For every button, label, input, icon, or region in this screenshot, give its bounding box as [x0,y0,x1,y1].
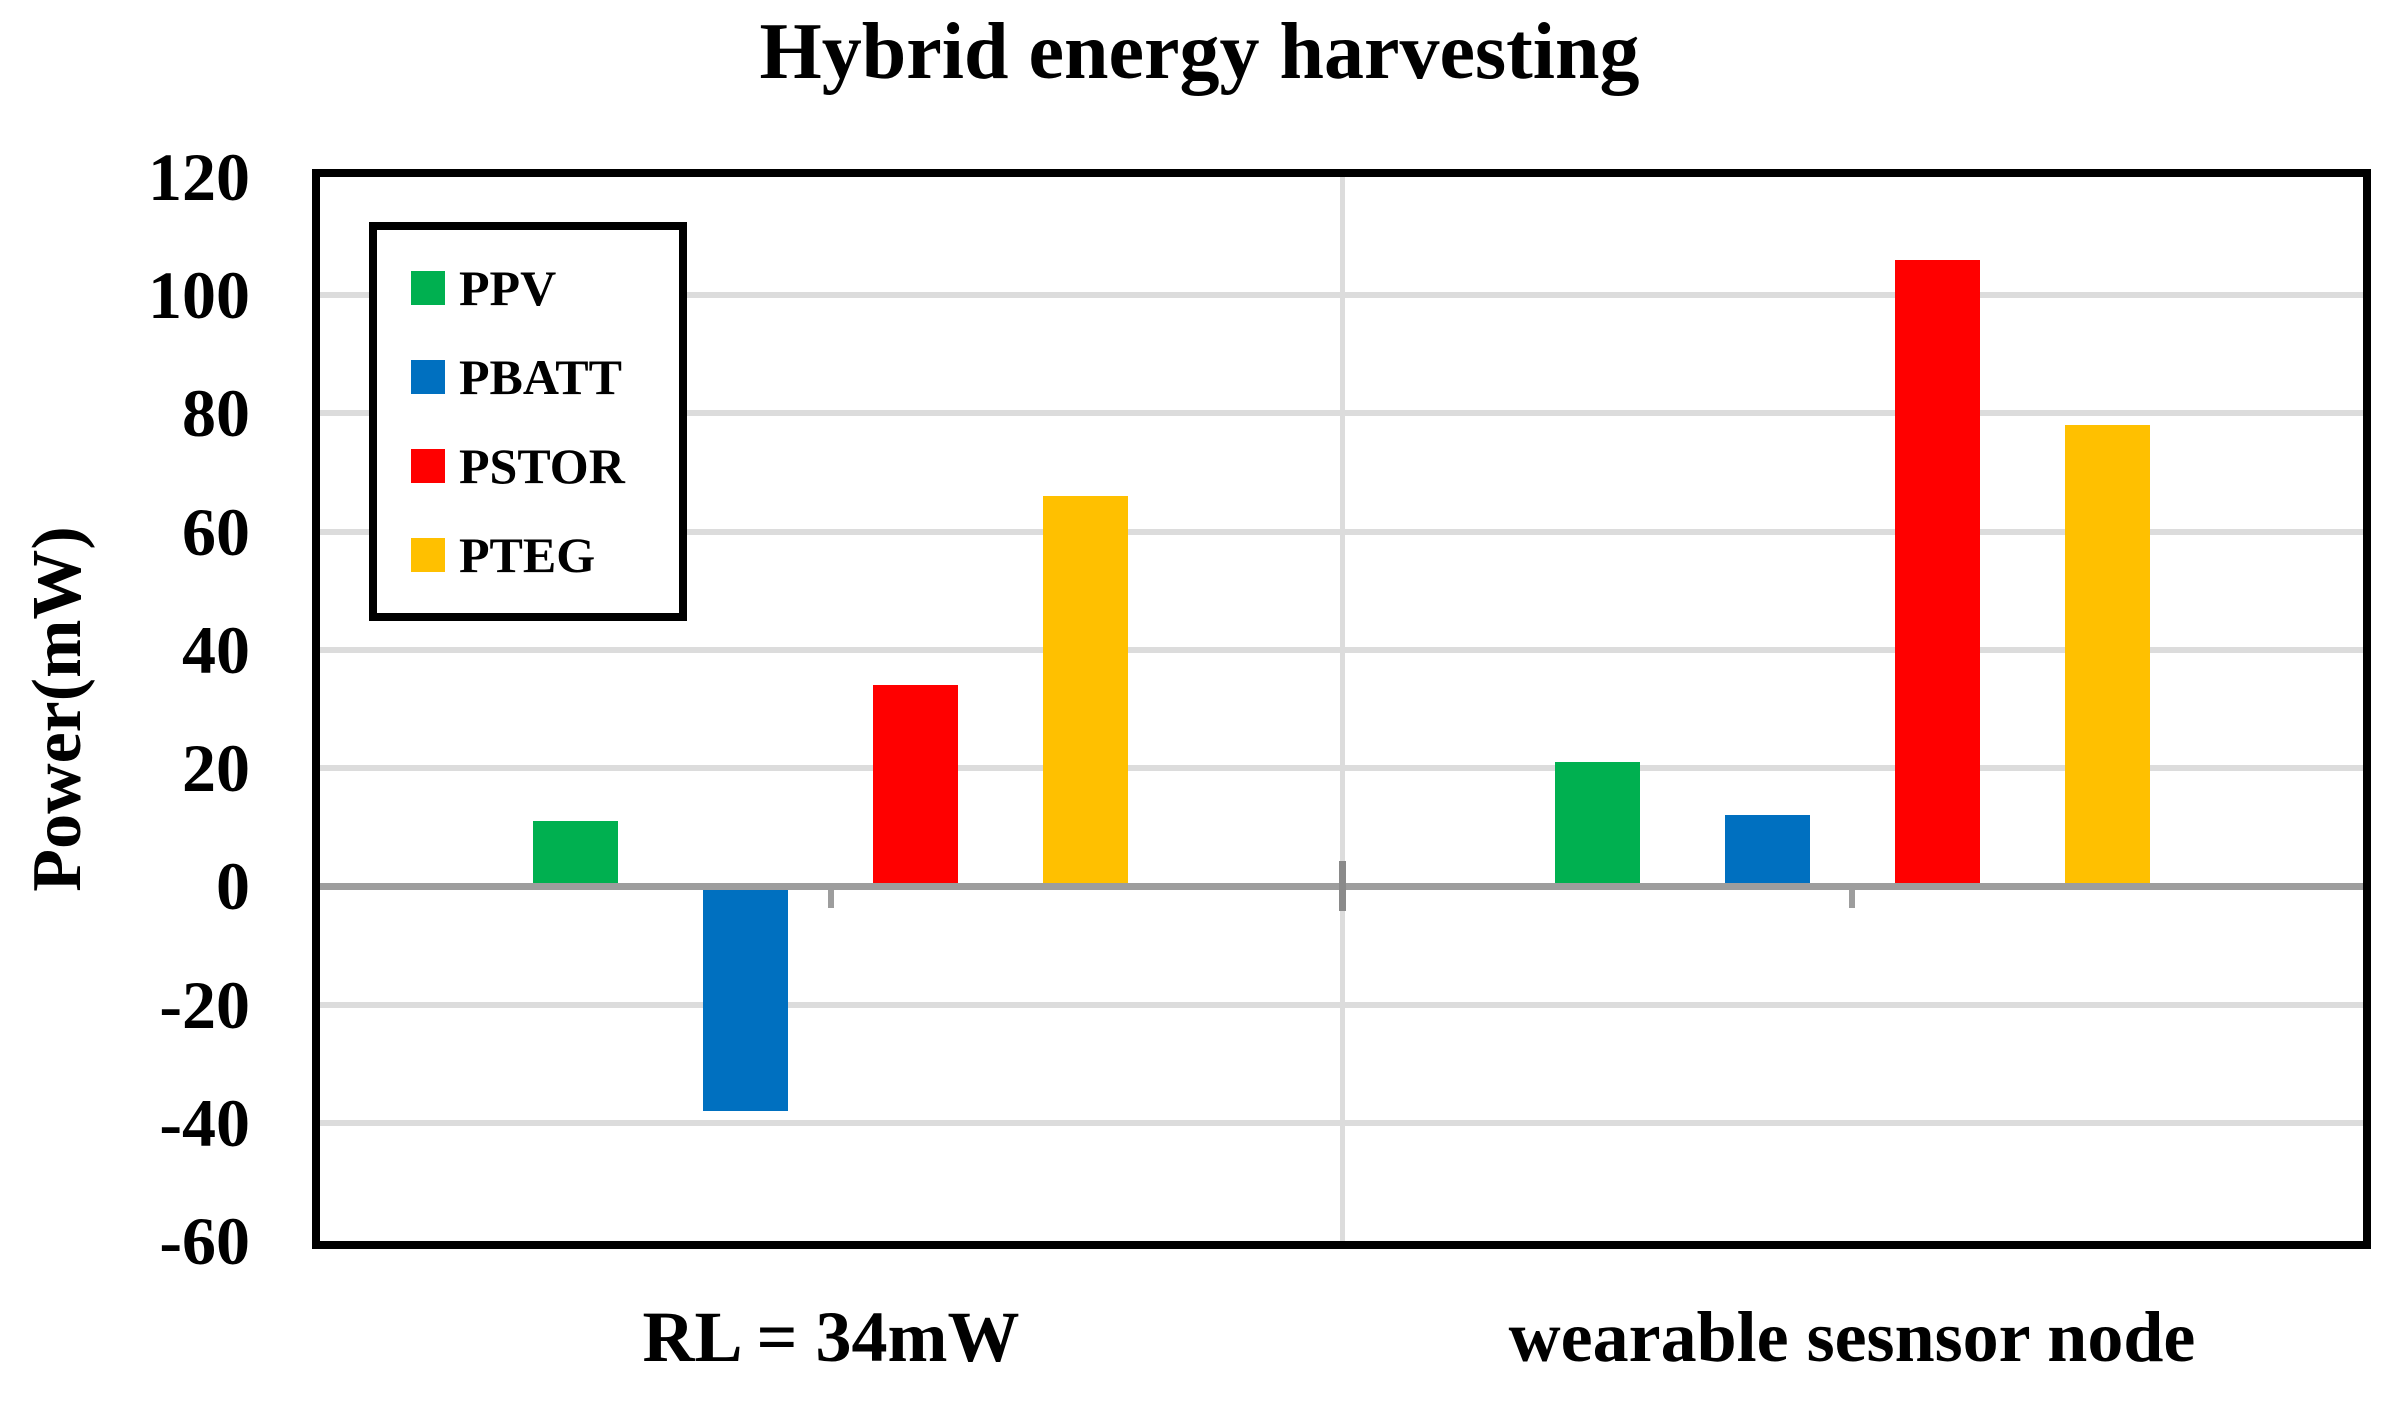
bar-pbatt-category-2 [1724,815,1810,887]
chart-title: Hybrid energy harvesting [759,8,1640,96]
y-tick-label: -60 [159,1203,250,1279]
y-tick-label: -20 [159,966,250,1043]
legend-label-pbatt: PBATT [459,349,622,406]
y-tick-label: 80 [182,375,250,452]
category-boundary-tick [1338,861,1346,912]
y-tick-label: 40 [182,611,250,688]
bar-pstor-category-2 [1894,259,1980,887]
bar-pstor-category-1 [873,685,959,887]
x-category-label-2: wearable sesnsor node [1508,1297,2196,1377]
legend-swatch-pstor [411,448,445,483]
y-tick-label: 60 [182,493,250,570]
bar-ppv-category-1 [533,821,619,887]
legend-item: PTEG [377,530,679,580]
category-center-tick [1849,889,1856,909]
legend-label-pteg: PTEG [459,526,596,583]
bar-pteg-category-2 [2064,425,2150,887]
bar-pteg-category-1 [1043,496,1129,887]
legend-item: PBATT [377,352,679,402]
plot-area [320,177,2363,1241]
x-category-label-1: RL = 34mW [642,1297,1020,1377]
bar-ppv-category-2 [1554,762,1640,887]
y-tick-label: 100 [148,257,250,334]
y-tick-label: 120 [148,139,250,215]
legend-swatch-ppv [411,271,445,306]
plot-border [312,169,2371,1249]
y-tick-label: -40 [159,1084,250,1161]
category-center-tick [827,889,834,909]
legend-label-pstor: PSTOR [459,437,625,494]
bar-pbatt-category-1 [703,886,789,1111]
legend-swatch-pteg [411,537,445,572]
legend-swatch-pbatt [411,360,445,395]
legend: PPV PBATT PSTOR PTEG [369,222,687,621]
legend-item: PPV [377,263,679,313]
legend-label-ppv: PPV [459,260,557,317]
gridline-vertical [1339,177,1345,1241]
y-tick-label: 20 [182,730,250,807]
legend-item: PSTOR [377,441,679,491]
y-axis-title: Power(mW) [19,526,96,892]
y-tick-label: 0 [216,848,250,925]
